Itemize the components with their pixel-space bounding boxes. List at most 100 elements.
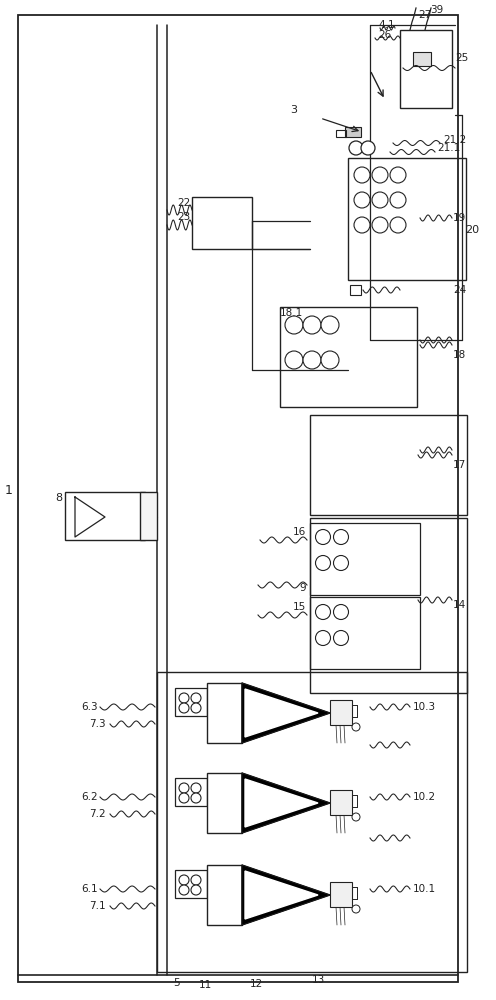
Text: 15: 15 <box>293 602 306 612</box>
Bar <box>175 870 207 898</box>
Text: 27: 27 <box>418 10 431 20</box>
Circle shape <box>191 703 201 713</box>
Circle shape <box>179 703 189 713</box>
Circle shape <box>333 604 349 619</box>
Text: 26: 26 <box>378 30 391 40</box>
Circle shape <box>191 693 201 703</box>
Circle shape <box>352 723 360 731</box>
Bar <box>65 492 145 540</box>
Text: 7.1: 7.1 <box>89 901 106 911</box>
Bar <box>207 683 242 743</box>
Text: 11: 11 <box>198 980 212 990</box>
Circle shape <box>315 530 330 544</box>
Text: 19: 19 <box>453 213 466 223</box>
Circle shape <box>285 351 303 369</box>
Circle shape <box>333 530 349 544</box>
Circle shape <box>179 693 189 703</box>
Bar <box>310 597 420 669</box>
Bar <box>207 773 242 833</box>
Circle shape <box>333 556 349 570</box>
Circle shape <box>191 783 201 793</box>
Text: 21.2: 21.2 <box>443 135 466 145</box>
Bar <box>192 197 252 249</box>
Text: 4.1: 4.1 <box>378 20 395 30</box>
Bar <box>310 523 420 595</box>
Polygon shape <box>242 773 330 833</box>
Text: 3: 3 <box>290 105 297 115</box>
Circle shape <box>354 167 370 183</box>
Text: 5: 5 <box>173 978 180 988</box>
Circle shape <box>179 885 189 895</box>
Polygon shape <box>245 779 318 827</box>
Circle shape <box>390 217 406 233</box>
Circle shape <box>315 604 330 619</box>
Bar <box>330 790 352 815</box>
Text: 12: 12 <box>250 979 263 989</box>
Text: 13: 13 <box>312 975 325 985</box>
Circle shape <box>352 905 360 913</box>
Text: 16: 16 <box>293 527 306 537</box>
Bar <box>310 415 467 515</box>
Bar <box>157 672 467 972</box>
Circle shape <box>191 885 201 895</box>
Text: 10.2: 10.2 <box>413 792 436 802</box>
Text: 14: 14 <box>453 600 466 610</box>
Text: 1: 1 <box>5 484 13 496</box>
Text: 21.1: 21.1 <box>437 143 460 153</box>
Circle shape <box>390 192 406 208</box>
Circle shape <box>372 192 388 208</box>
Bar <box>330 700 352 725</box>
Text: 8: 8 <box>55 493 62 503</box>
Polygon shape <box>245 689 318 737</box>
Circle shape <box>303 316 321 334</box>
Bar <box>175 688 207 716</box>
Bar <box>345 127 361 137</box>
Bar <box>400 30 452 108</box>
Polygon shape <box>242 683 330 743</box>
Circle shape <box>303 351 321 369</box>
Text: 18.1: 18.1 <box>280 308 303 318</box>
Circle shape <box>333 631 349 646</box>
Text: 18: 18 <box>453 350 466 360</box>
Circle shape <box>191 793 201 803</box>
Circle shape <box>179 793 189 803</box>
Text: 25: 25 <box>455 53 468 63</box>
Bar <box>348 158 466 280</box>
Bar <box>18 15 458 982</box>
Polygon shape <box>75 497 105 537</box>
Text: 10.3: 10.3 <box>413 702 436 712</box>
Text: 6.1: 6.1 <box>81 884 98 894</box>
Polygon shape <box>242 865 330 925</box>
Text: 39: 39 <box>430 5 443 15</box>
Bar <box>280 307 417 407</box>
Circle shape <box>354 192 370 208</box>
Text: 7.2: 7.2 <box>89 809 106 819</box>
Text: 23: 23 <box>177 212 190 222</box>
Circle shape <box>285 316 303 334</box>
Circle shape <box>321 316 339 334</box>
Circle shape <box>349 141 363 155</box>
Text: 17: 17 <box>453 460 466 470</box>
Text: 9: 9 <box>300 583 306 593</box>
Text: 10.1: 10.1 <box>413 884 436 894</box>
Circle shape <box>321 351 339 369</box>
Circle shape <box>179 875 189 885</box>
Circle shape <box>372 217 388 233</box>
Bar <box>140 492 157 540</box>
Bar <box>330 882 352 907</box>
Bar <box>350 285 361 295</box>
Text: 7.3: 7.3 <box>89 719 106 729</box>
Circle shape <box>315 631 330 646</box>
Text: 24: 24 <box>453 285 466 295</box>
Bar <box>310 518 467 693</box>
Circle shape <box>179 783 189 793</box>
Circle shape <box>191 875 201 885</box>
Text: 20: 20 <box>465 225 479 235</box>
Circle shape <box>352 813 360 821</box>
Text: 6.2: 6.2 <box>81 792 98 802</box>
Circle shape <box>315 556 330 570</box>
Text: 22: 22 <box>177 198 190 208</box>
Circle shape <box>354 217 370 233</box>
Circle shape <box>390 167 406 183</box>
Bar <box>336 130 346 137</box>
